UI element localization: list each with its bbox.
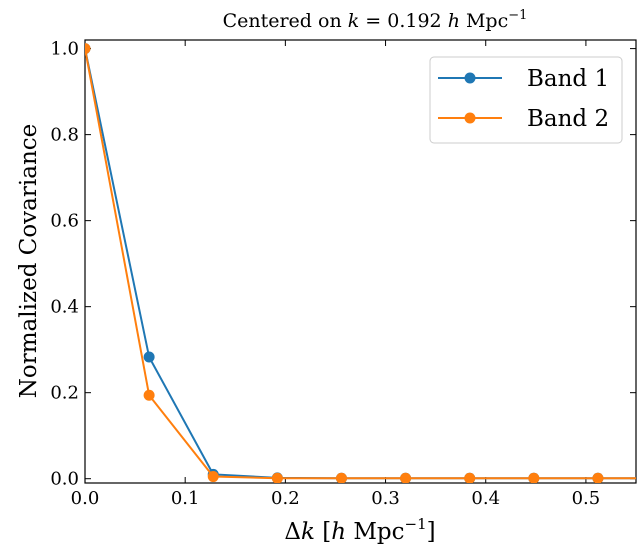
legend: Band 1 Band 2: [429, 56, 623, 144]
x-tick-label: 0.3: [371, 488, 400, 509]
x-tick-label: 0.5: [572, 488, 601, 509]
x-axis-label: Δk [h Mpc−1]: [284, 515, 435, 545]
x-tick-label: 0.1: [171, 488, 200, 509]
plot-frame: [84, 39, 637, 484]
data-point-band-2: [271, 472, 283, 483]
data-point-band-2: [143, 389, 155, 401]
data-point-band-2: [528, 472, 540, 483]
x-tick-label: 0.2: [271, 488, 300, 509]
y-tick-label: 0.4: [50, 297, 79, 318]
legend-label-band-2: Band 2: [527, 106, 609, 132]
y-tick-label: 0.6: [50, 211, 79, 232]
y-tick-label: 0.8: [50, 125, 79, 146]
legend-label-band-1: Band 1: [527, 66, 609, 92]
x-tick-label: 0.4: [471, 488, 500, 509]
legend-marker-band-2: [464, 112, 476, 124]
y-axis-label: Normalized Covariance: [16, 124, 42, 398]
series-line-band-2: [85, 48, 636, 480]
data-point-band-2: [335, 472, 347, 483]
data-point-band-1: [143, 351, 155, 363]
data-point-band-2: [592, 472, 604, 483]
series-layer: [85, 43, 636, 483]
data-point-band-2: [85, 43, 91, 55]
data-point-band-2: [207, 471, 219, 483]
chart-title: Centered on k = 0.192 h Mpc−1: [223, 8, 528, 32]
y-tick-label: 1.0: [50, 39, 79, 60]
x-tick-label: 0.0: [71, 488, 100, 509]
data-point-band-2: [400, 472, 412, 483]
data-point-band-2: [464, 472, 476, 483]
y-tick-label: 0.2: [50, 383, 79, 404]
y-tick-label: 0.0: [50, 469, 79, 490]
axis-ticks: 0.0 0.1 0.2 0.3 0.4 0.5 0.0 0.2 0.4 0.6 0.8 1.0: [50, 39, 636, 509]
legend-marker-band-1: [464, 72, 476, 84]
